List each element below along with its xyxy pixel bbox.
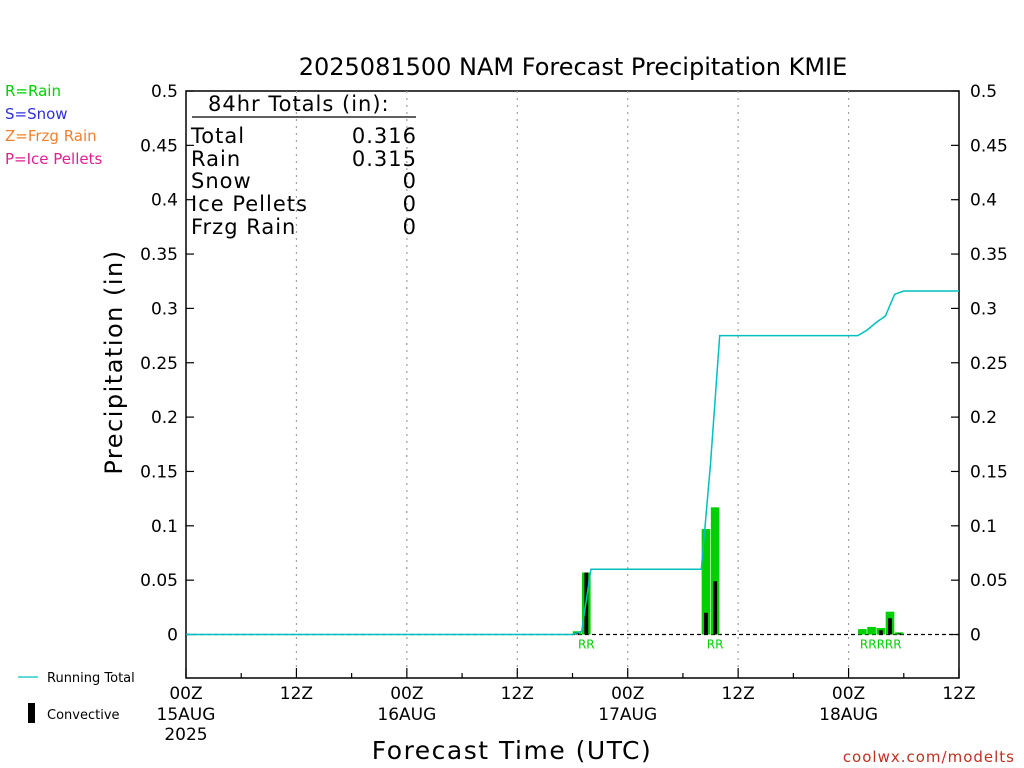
- credit-text: coolwx.com/modelts: [843, 748, 1015, 766]
- chart-title: 2025081500 NAM Forecast Precipitation KM…: [299, 53, 848, 81]
- y-tick-label-right: 0.15: [970, 462, 1008, 482]
- totals-value-snow: 0: [403, 169, 417, 193]
- rain-bar: [701, 529, 711, 635]
- rain-bar: [710, 507, 720, 635]
- totals-value-ice-pellets: 0: [403, 192, 417, 216]
- y-tick-label-right: 0.1: [970, 517, 997, 537]
- totals-label-total: Total: [190, 124, 245, 148]
- convective-bar: [878, 630, 883, 635]
- totals-label-snow: Snow: [191, 169, 252, 193]
- x-tick-label: 12Z: [722, 684, 755, 704]
- x-tick-label: 00Z: [390, 684, 423, 704]
- y-tick-label: 0.1: [151, 517, 178, 537]
- y-tick-label-right: 0.2: [970, 408, 997, 428]
- y-tick-label-right: 0.05: [970, 571, 1008, 591]
- x-tick-date: 15AUG: [157, 705, 216, 725]
- x-tick-date: 18AUG: [819, 705, 878, 725]
- ptype-markers: RR RR RRRRR: [578, 638, 902, 652]
- convective-bar: [897, 633, 902, 635]
- totals-value-rain: 0.315: [352, 147, 417, 171]
- bottom-legend: Running Total Convective: [18, 671, 135, 723]
- y-axis-right: 0 0.05 0.1 0.15 0.2 0.25 0.3 0.35 0.4 0.45 0.5: [951, 82, 1008, 646]
- running-total-line: [186, 290, 959, 636]
- y-tick-label: 0.05: [140, 571, 178, 591]
- legend-snow: S=Snow: [5, 105, 68, 123]
- convective-legend-swatch: [28, 703, 35, 723]
- y-tick-label-right: 0.45: [970, 136, 1008, 156]
- convective-legend-label: Convective: [47, 708, 120, 723]
- y-tick-label: 0.5: [151, 82, 178, 102]
- x-tick-label: 00Z: [611, 684, 644, 704]
- totals-label-rain: Rain: [191, 147, 241, 171]
- y-tick-label-right: 0: [970, 626, 981, 646]
- running-total-legend-label: Running Total: [47, 671, 135, 686]
- x-tick-label: 12Z: [501, 684, 534, 704]
- y-tick-label: 0.15: [140, 462, 178, 482]
- totals-heading: 84hr Totals (in):: [208, 92, 390, 116]
- rain-bar: [867, 626, 876, 635]
- x-tick-label: 12Z: [942, 684, 975, 704]
- grid-lines: [295, 91, 850, 678]
- y-tick-label-right: 0.4: [970, 191, 997, 211]
- convective-bar: [888, 618, 892, 635]
- legend-frzg-rain: Z=Frzg Rain: [5, 127, 97, 145]
- x-tick-date: 16AUG: [377, 705, 436, 725]
- legend-rain: R=Rain: [5, 82, 61, 100]
- y-tick-label: 0: [167, 626, 178, 646]
- y-tick-label: 0.4: [151, 191, 178, 211]
- y-axis-left: 0 0.05 0.1 0.15 0.2 0.25 0.3 0.35 0.4 0.45 0.5: [140, 82, 194, 646]
- totals-box: 84hr Totals (in): Total 0.316 Rain 0.315…: [190, 92, 417, 239]
- ptype-marker: RR: [578, 638, 595, 652]
- convective-bar: [713, 581, 718, 635]
- y-tick-label-right: 0.25: [970, 354, 1008, 374]
- x-tick-label: 00Z: [169, 684, 202, 704]
- x-tick-date: 17AUG: [598, 705, 657, 725]
- totals-label-frzg-rain: Frzg Rain: [191, 215, 296, 239]
- y-tick-label-right: 0.3: [970, 299, 997, 319]
- totals-value-total: 0.316: [352, 124, 417, 148]
- x-tick-label: 12Z: [280, 684, 313, 704]
- x-tick-year: 2025: [164, 725, 207, 745]
- y-axis-label: Precipitation (in): [100, 249, 128, 474]
- y-tick-label: 0.45: [140, 136, 178, 156]
- ptype-marker: RRRRR: [860, 638, 902, 652]
- plot-frame: [185, 90, 960, 679]
- running-total-line: [186, 290, 959, 636]
- y-tick-label: 0.2: [151, 408, 178, 428]
- legend-ice-pellets: P=Ice Pellets: [5, 150, 102, 168]
- totals-label-ice-pellets: Ice Pellets: [191, 192, 308, 216]
- y-tick-label-right: 0.35: [970, 245, 1008, 265]
- rain-bar: [858, 629, 867, 635]
- y-tick-label: 0.35: [140, 245, 178, 265]
- x-axis-label: Forecast Time (UTC): [372, 736, 652, 765]
- type-legend: R=Rain S=Snow Z=Frzg Rain P=Ice Pellets: [5, 82, 102, 168]
- y-tick-label-right: 0.5: [970, 82, 997, 102]
- convective-bar: [704, 612, 708, 635]
- ptype-marker: RR: [707, 638, 724, 652]
- y-tick-label: 0.25: [140, 354, 178, 374]
- x-tick-label: 00Z: [832, 684, 865, 704]
- y-tick-label: 0.3: [151, 299, 178, 319]
- totals-value-frzg-rain: 0: [403, 215, 417, 239]
